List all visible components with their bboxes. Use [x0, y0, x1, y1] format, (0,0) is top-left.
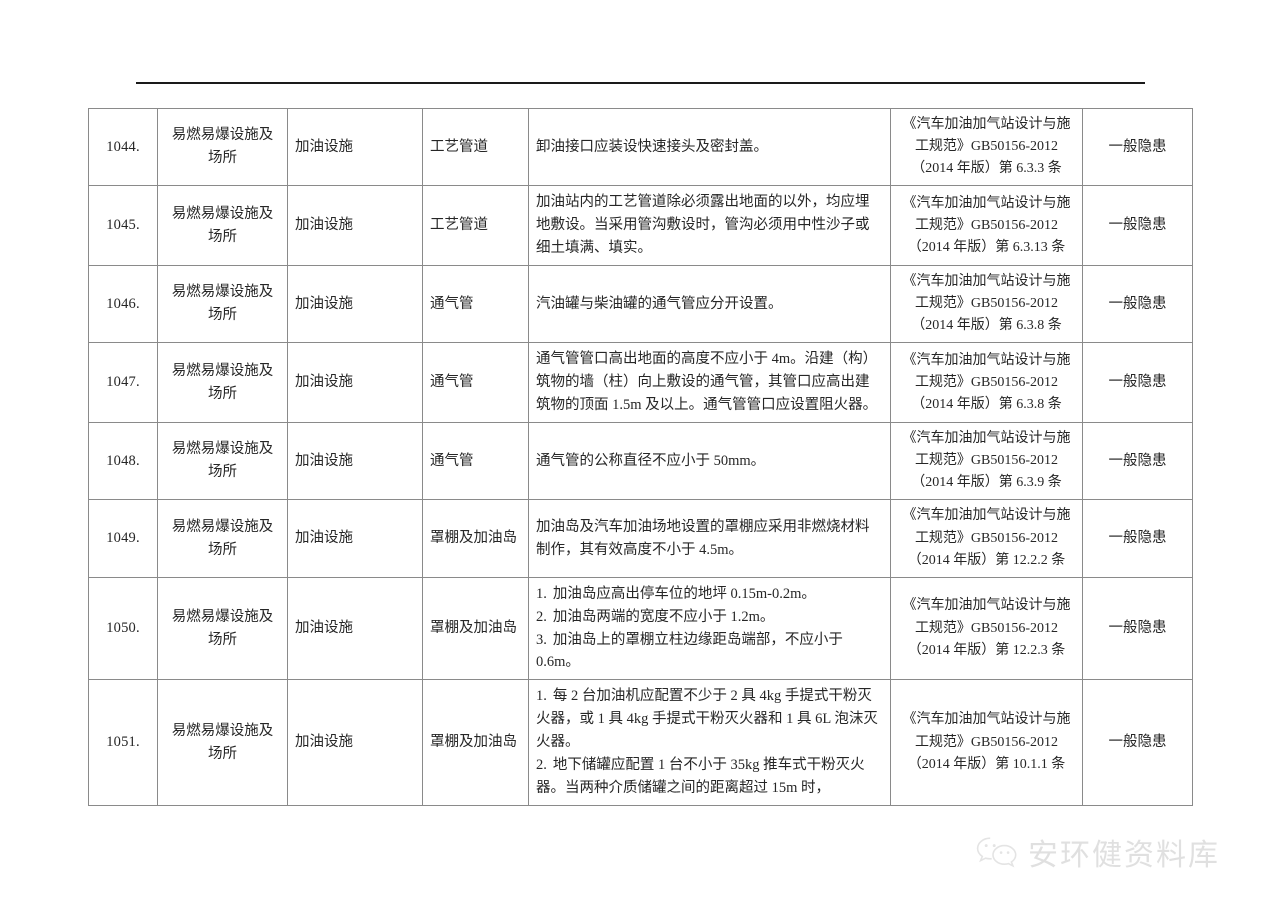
component-cell: 工艺管道: [422, 185, 529, 267]
hazard-table-container: 1044. 易燃易爆设施及场所 加油设施 工艺管道 卸油接口应装设快速接头及密封盖。 《汽…: [88, 107, 1193, 806]
table-row: 1044. 易燃易爆设施及场所 加油设施 工艺管道 卸油接口应装设快速接头及密封盖。 《汽…: [88, 107, 1193, 187]
hazard-level-cell: 一般隐患: [1082, 342, 1193, 424]
hazard-level-cell: 一般隐患: [1082, 107, 1193, 187]
list-item: 2. 地下储罐应配置 1 台不小于 35kg 推车式干粉灭火器。当两种介质储罐之间…: [536, 754, 883, 800]
facility-cell: 加油设施: [287, 185, 423, 267]
component-cell: 通气管: [422, 342, 529, 424]
list-item: 1. 加油岛应高出停车位的地坪 0.15m-0.2m。: [536, 583, 883, 606]
table-row: 1049. 易燃易爆设施及场所 加油设施 罩棚及加油岛 加油岛及汽车加油场地设置的罩棚应…: [88, 499, 1193, 578]
row-number-cell: 1046.: [88, 265, 158, 344]
table-row: 1050. 易燃易爆设施及场所 加油设施 罩棚及加油岛 1. 加油岛应高出停车位的地坪 0…: [88, 576, 1193, 681]
hazard-description-cell: 1. 每 2 台加油机应配置不少于 2 具 4kg 手提式干粉灭火器，或 1 具 …: [528, 679, 891, 806]
table-row: 1051. 易燃易爆设施及场所 加油设施 罩棚及加油岛 1. 每 2 台加油机应配置不少于…: [88, 679, 1193, 806]
hazard-table: 1044. 易燃易爆设施及场所 加油设施 工艺管道 卸油接口应装设快速接头及密封盖。 《汽…: [88, 107, 1193, 806]
wechat-icon: [975, 835, 1019, 869]
facility-cell: 加油设施: [287, 576, 423, 681]
hazard-category-cell: 易燃易爆设施及场所: [157, 499, 288, 578]
hazard-table-body: 1044. 易燃易爆设施及场所 加油设施 工艺管道 卸油接口应装设快速接头及密封盖。 《汽…: [88, 107, 1193, 806]
facility-cell: 加油设施: [287, 499, 423, 578]
component-cell: 通气管: [422, 265, 529, 344]
list-item-number: 2.: [536, 608, 547, 625]
hazard-description-cell: 卸油接口应装设快速接头及密封盖。: [528, 107, 891, 187]
hazard-description-cell: 通气管的公称直径不应小于 50mm。: [528, 422, 891, 501]
table-row: 1048. 易燃易爆设施及场所 加油设施 通气管 通气管的公称直径不应小于 50mm。《…: [88, 422, 1193, 501]
row-number-cell: 1049.: [88, 499, 158, 578]
table-row: 1047. 易燃易爆设施及场所 加油设施 通气管 通气管管口高出地面的高度不应小于 4m…: [88, 342, 1193, 424]
list-item-text: 加油岛应高出停车位的地坪 0.15m-0.2m。: [552, 585, 816, 602]
component-cell: 通气管: [422, 422, 529, 501]
hazard-description-cell: 通气管管口高出地面的高度不应小于 4m。沿建（构）筑物的墙（柱）向上敷设的通气管…: [528, 342, 891, 424]
hazard-description-cell: 加油站内的工艺管道除必须露出地面的以外，均应埋地敷设。当采用管沟敷设时，管沟必须…: [528, 185, 891, 267]
hazard-category-cell: 易燃易爆设施及场所: [157, 576, 288, 681]
hazard-level-cell: 一般隐患: [1082, 679, 1193, 806]
row-number-cell: 1051.: [88, 679, 158, 806]
list-item-text: 地下储罐应配置 1 台不小于 35kg 推车式干粉灭火器。当两种介质储罐之间的距…: [536, 757, 865, 796]
regulation-reference-cell: 《汽车加油加气站设计与施工规范》GB50156-2012（2014 年版）第 6…: [890, 185, 1083, 267]
hazard-level-cell: 一般隐患: [1082, 422, 1193, 501]
list-item-text: 加油岛上的罩棚立柱边缘距岛端部，不应小于 0.6m。: [536, 631, 843, 671]
hazard-description-cell: 汽油罐与柴油罐的通气管应分开设置。: [528, 265, 891, 344]
description-list: 1. 每 2 台加油机应配置不少于 2 具 4kg 手提式干粉灭火器，或 1 具 …: [536, 685, 883, 800]
list-item: 3. 加油岛上的罩棚立柱边缘距岛端部，不应小于 0.6m。: [536, 629, 883, 675]
watermark: 安环健资料库: [975, 830, 1220, 874]
row-number-cell: 1050.: [88, 576, 158, 681]
component-cell: 工艺管道: [422, 107, 529, 187]
list-item: 1. 每 2 台加油机应配置不少于 2 具 4kg 手提式干粉灭火器，或 1 具 …: [536, 685, 883, 754]
regulation-reference-cell: 《汽车加油加气站设计与施工规范》GB50156-2012（2014 年版）第 6…: [890, 265, 1083, 344]
description-list: 1. 加油岛应高出停车位的地坪 0.15m-0.2m。 2. 加油岛两端的宽度不应小于…: [536, 583, 883, 675]
hazard-level-cell: 一般隐患: [1082, 576, 1193, 681]
list-item-number: 3.: [536, 631, 547, 648]
facility-cell: 加油设施: [287, 679, 423, 806]
hazard-category-cell: 易燃易爆设施及场所: [157, 679, 288, 806]
hazard-category-cell: 易燃易爆设施及场所: [157, 265, 288, 344]
component-cell: 罩棚及加油岛: [422, 576, 529, 681]
row-number-cell: 1047.: [88, 342, 158, 424]
list-item-text: 每 2 台加油机应配置不少于 2 具 4kg 手提式干粉灭火器，或 1 具 4k…: [536, 688, 878, 751]
list-item-number: 1.: [536, 688, 547, 705]
list-item-text: 加油岛两端的宽度不应小于 1.2m。: [552, 608, 775, 625]
hazard-description-cell: 1. 加油岛应高出停车位的地坪 0.15m-0.2m。 2. 加油岛两端的宽度不应小于…: [528, 576, 891, 681]
regulation-reference-cell: 《汽车加油加气站设计与施工规范》GB50156-2012（2014 年版）第 6…: [890, 342, 1083, 424]
hazard-level-cell: 一般隐患: [1082, 265, 1193, 344]
component-cell: 罩棚及加油岛: [422, 679, 529, 806]
hazard-category-cell: 易燃易爆设施及场所: [157, 342, 288, 424]
regulation-reference-cell: 《汽车加油加气站设计与施工规范》GB50156-2012（2014 年版）第 6…: [890, 107, 1083, 187]
hazard-description-cell: 加油岛及汽车加油场地设置的罩棚应采用非燃烧材料制作，其有效高度不小于 4.5m。: [528, 499, 891, 578]
hazard-level-cell: 一般隐患: [1082, 499, 1193, 578]
list-item: 2. 加油岛两端的宽度不应小于 1.2m。: [536, 606, 883, 629]
regulation-reference-cell: 《汽车加油加气站设计与施工规范》GB50156-2012（2014 年版）第 1…: [890, 679, 1083, 806]
watermark-text: 安环健资料库: [1028, 839, 1220, 872]
row-number-cell: 1045.: [88, 185, 158, 267]
regulation-reference-cell: 《汽车加油加气站设计与施工规范》GB50156-2012（2014 年版）第 1…: [890, 576, 1083, 681]
facility-cell: 加油设施: [287, 265, 423, 344]
regulation-reference-cell: 《汽车加油加气站设计与施工规范》GB50156-2012（2014 年版）第 6…: [890, 422, 1083, 501]
table-row: 1046. 易燃易爆设施及场所 加油设施 通气管 汽油罐与柴油罐的通气管应分开设置。 《汽…: [88, 265, 1193, 344]
facility-cell: 加油设施: [287, 107, 423, 187]
row-number-cell: 1044.: [88, 107, 158, 187]
list-item-number: 1.: [536, 585, 547, 602]
list-item-number: 2.: [536, 757, 547, 774]
header-divider: [136, 82, 1145, 84]
component-cell: 罩棚及加油岛: [422, 499, 529, 578]
hazard-category-cell: 易燃易爆设施及场所: [157, 422, 288, 501]
facility-cell: 加油设施: [287, 422, 423, 501]
row-number-cell: 1048.: [88, 422, 158, 501]
hazard-level-cell: 一般隐患: [1082, 185, 1193, 267]
table-row: 1045. 易燃易爆设施及场所 加油设施 工艺管道 加油站内的工艺管道除必须露出地面的以…: [88, 185, 1193, 267]
facility-cell: 加油设施: [287, 342, 423, 424]
hazard-category-cell: 易燃易爆设施及场所: [157, 185, 288, 267]
regulation-reference-cell: 《汽车加油加气站设计与施工规范》GB50156-2012（2014 年版）第 1…: [890, 499, 1083, 578]
hazard-category-cell: 易燃易爆设施及场所: [157, 107, 288, 187]
